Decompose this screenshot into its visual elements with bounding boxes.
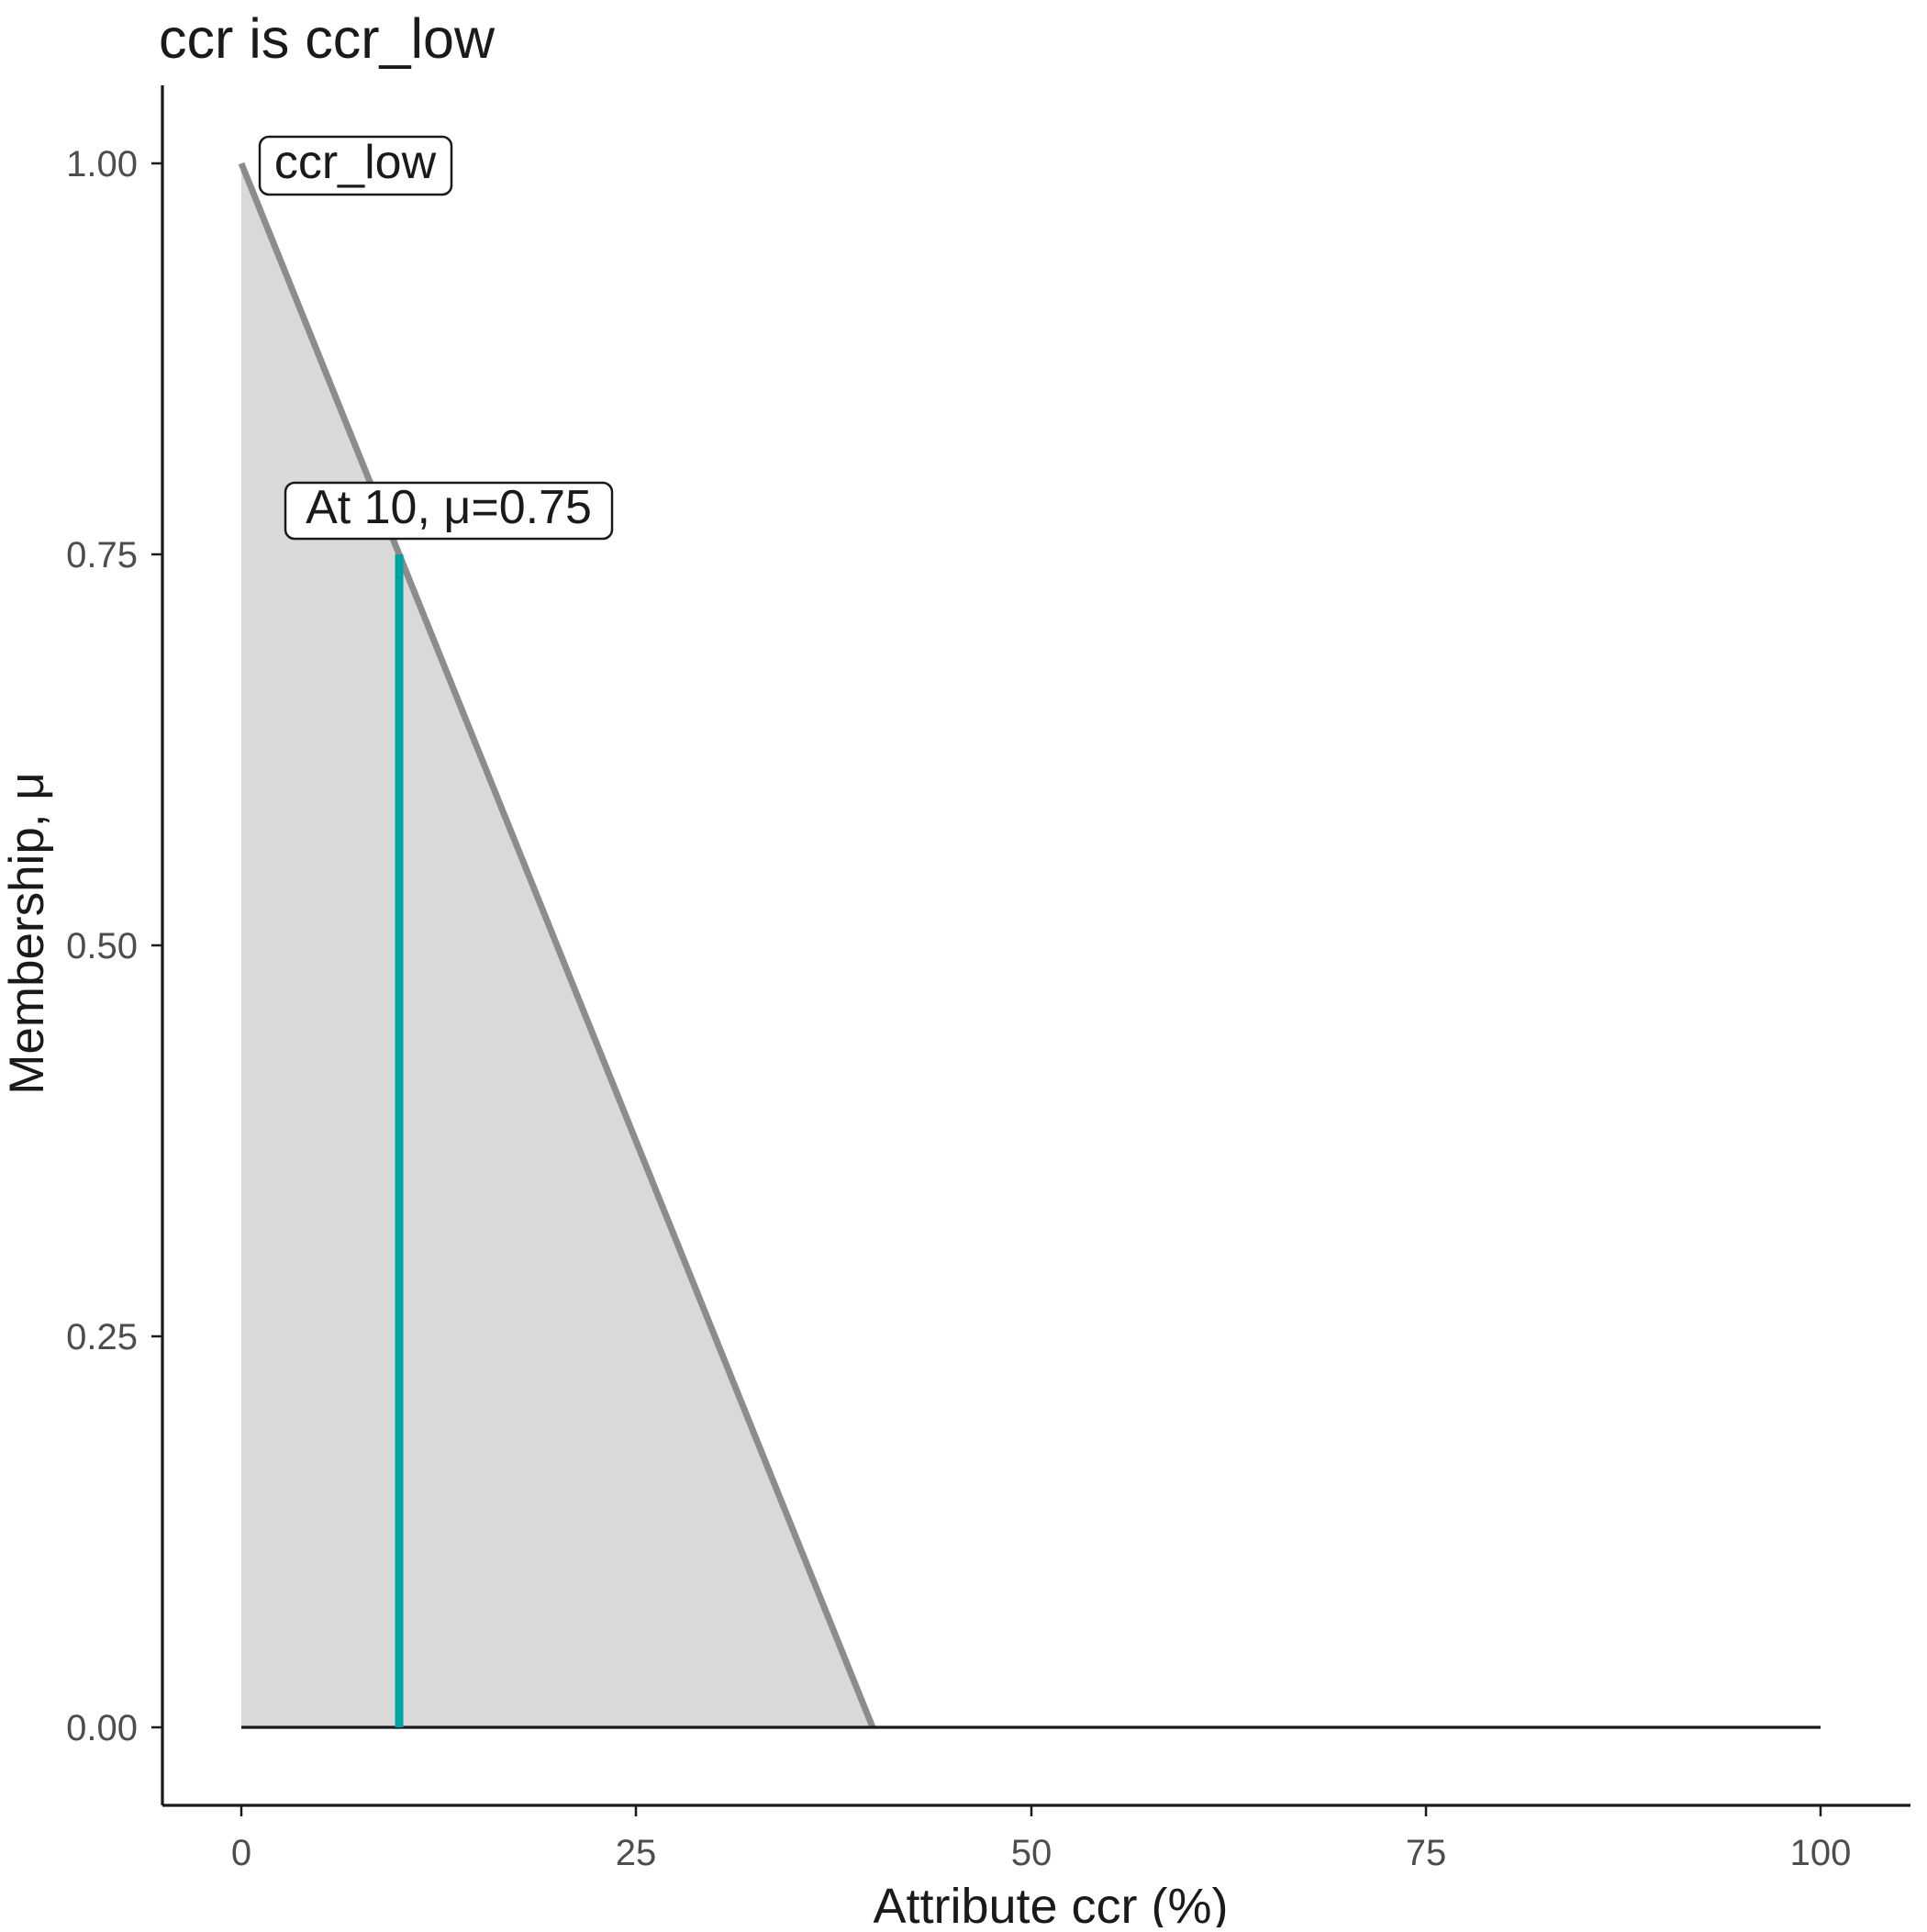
svg-text:Membership, μ: Membership, μ — [0, 772, 54, 1095]
svg-text:75: 75 — [1406, 1833, 1447, 1873]
svg-text:0.75: 0.75 — [66, 535, 138, 575]
svg-text:50: 50 — [1011, 1833, 1053, 1873]
svg-text:Attribute ccr (%): Attribute ccr (%) — [873, 1879, 1228, 1927]
svg-text:0.25: 0.25 — [66, 1317, 138, 1357]
svg-text:0.00: 0.00 — [66, 1708, 138, 1748]
svg-text:ccr is ccr_low: ccr is ccr_low — [159, 7, 496, 70]
svg-text:At 10, μ=0.75: At 10, μ=0.75 — [306, 481, 592, 534]
svg-text:100: 100 — [1790, 1833, 1852, 1873]
svg-text:25: 25 — [616, 1833, 657, 1873]
svg-text:ccr_low: ccr_low — [274, 136, 437, 189]
svg-text:0: 0 — [231, 1833, 251, 1873]
svg-text:1.00: 1.00 — [66, 144, 138, 184]
svg-text:0.50: 0.50 — [66, 926, 138, 966]
